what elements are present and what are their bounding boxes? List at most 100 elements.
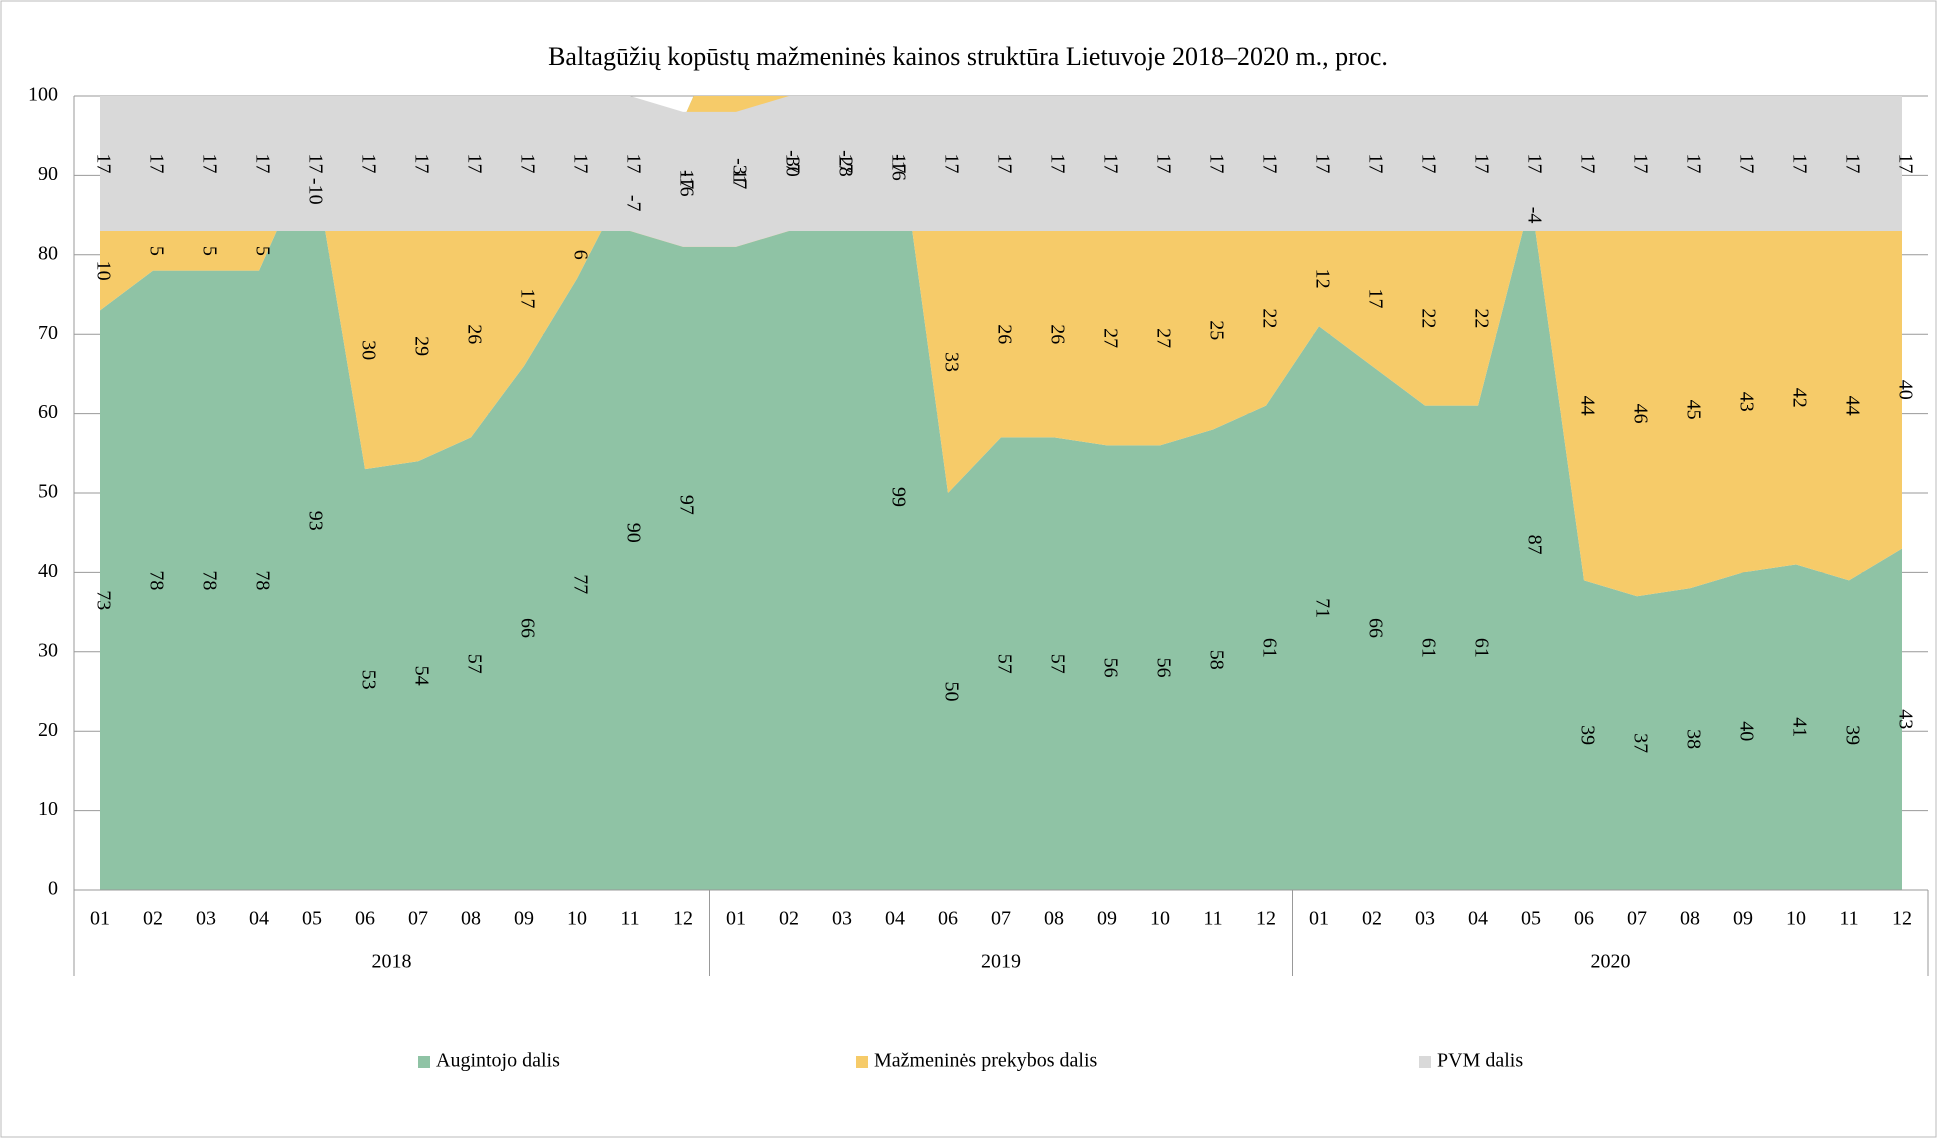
data-label: 99 xyxy=(887,487,909,507)
x-tick-label: 11 xyxy=(620,908,639,930)
data-label: 17 xyxy=(1788,153,1810,173)
data-label: 37 xyxy=(1629,733,1651,753)
data-label: 97 xyxy=(675,495,697,515)
data-label: 26 xyxy=(1046,324,1068,344)
data-label: 17 xyxy=(728,169,750,189)
data-label: 17 xyxy=(1364,288,1386,308)
x-tick-label: 03 xyxy=(1415,908,1435,930)
data-label: 6 xyxy=(569,250,591,260)
x-tick-label: 04 xyxy=(885,908,905,930)
data-label: 22 xyxy=(1470,308,1492,328)
x-tick-label: 03 xyxy=(832,908,852,930)
data-label: 46 xyxy=(1629,404,1651,424)
data-label: 27 xyxy=(1152,328,1174,348)
data-label: 43 xyxy=(1735,392,1757,412)
data-label: 17 xyxy=(1311,153,1333,173)
legend-label: Mažmeninės prekybos dalis xyxy=(874,1050,1097,1072)
data-label: 17 xyxy=(1099,153,1121,173)
data-label: 53 xyxy=(357,670,379,690)
y-tick-label: 10 xyxy=(38,798,58,820)
data-label: 45 xyxy=(1682,400,1704,420)
data-label: 17 xyxy=(940,153,962,173)
data-label: 93 xyxy=(304,511,326,531)
data-label: -30 xyxy=(781,150,803,177)
x-tick-label: 01 xyxy=(726,908,746,930)
x-tick-label: 04 xyxy=(249,908,269,930)
y-tick-label: 50 xyxy=(38,481,58,503)
data-label: 17 xyxy=(463,153,485,173)
data-label: 17 xyxy=(516,288,538,308)
y-tick-label: 70 xyxy=(38,322,58,344)
data-label: 57 xyxy=(1046,654,1068,674)
data-label: 17 xyxy=(1841,153,1863,173)
x-tick-label: 11 xyxy=(1203,908,1222,930)
x-tick-label: 07 xyxy=(1627,908,1647,930)
x-tick-label: 09 xyxy=(1097,908,1117,930)
data-label: 22 xyxy=(1258,308,1280,328)
x-tick-label: 02 xyxy=(1362,908,1382,930)
x-tick-label: 07 xyxy=(991,908,1011,930)
data-label: 17 xyxy=(622,153,644,173)
y-tick-label: 30 xyxy=(38,639,58,661)
data-label: 66 xyxy=(516,618,538,638)
x-tick-label: 01 xyxy=(1309,908,1329,930)
x-tick-label: 09 xyxy=(514,908,534,930)
x-tick-label: 09 xyxy=(1733,908,1753,930)
data-label: 17 xyxy=(1417,153,1439,173)
data-label: 73 xyxy=(92,590,114,610)
data-label: 5 xyxy=(251,246,273,256)
data-label: -16 xyxy=(887,154,909,181)
data-label: 17 xyxy=(1682,153,1704,173)
x-tick-label: 02 xyxy=(143,908,163,930)
data-label: 54 xyxy=(410,666,432,686)
data-label: 29 xyxy=(410,336,432,356)
data-label: -4 xyxy=(1523,207,1545,224)
group-label: 2019 xyxy=(981,951,1021,973)
x-tick-label: 10 xyxy=(1786,908,1806,930)
x-tick-label: 06 xyxy=(355,908,375,930)
data-label: 44 xyxy=(1841,396,1863,416)
data-label: 40 xyxy=(1735,721,1757,741)
data-label: 5 xyxy=(145,246,167,256)
data-label: 26 xyxy=(993,324,1015,344)
data-label: 87 xyxy=(1523,535,1545,555)
data-label: -10 xyxy=(304,178,326,205)
data-label: 39 xyxy=(1841,725,1863,745)
y-tick-label: 100 xyxy=(28,84,58,106)
data-label: 17 xyxy=(993,153,1015,173)
data-label: -28 xyxy=(834,150,856,177)
data-label: 38 xyxy=(1682,729,1704,749)
data-label: 90 xyxy=(622,523,644,543)
data-label: 33 xyxy=(940,352,962,372)
data-label: 12 xyxy=(1311,269,1333,289)
data-label: -16 xyxy=(675,170,697,197)
data-label: 50 xyxy=(940,682,962,702)
y-tick-label: 90 xyxy=(38,163,58,185)
y-tick-label: 60 xyxy=(38,401,58,423)
data-label: 39 xyxy=(1576,725,1598,745)
x-tick-label: 04 xyxy=(1468,908,1488,930)
data-label: 61 xyxy=(1258,638,1280,658)
x-tick-label: 08 xyxy=(1044,908,1064,930)
x-tick-label: 06 xyxy=(938,908,958,930)
area xyxy=(100,96,1902,890)
data-label: 17 xyxy=(251,153,273,173)
x-tick-label: 02 xyxy=(779,908,799,930)
legend-label: Augintojo dalis xyxy=(436,1050,560,1072)
data-label: 25 xyxy=(1205,320,1227,340)
data-label: 17 xyxy=(516,153,538,173)
x-tick-label: 08 xyxy=(461,908,481,930)
chart-title: Baltagūžių kopūstų mažmeninės kainos str… xyxy=(548,42,1388,71)
data-label: 17 xyxy=(781,153,803,173)
x-tick-label: 07 xyxy=(408,908,428,930)
data-label: 17 xyxy=(1576,153,1598,173)
data-label: 17 xyxy=(1205,153,1227,173)
data-label: 17 xyxy=(675,169,697,189)
data-label: 71 xyxy=(1311,598,1333,618)
data-label: 57 xyxy=(993,654,1015,674)
data-label: 17 xyxy=(1364,153,1386,173)
data-label: 41 xyxy=(1788,717,1810,737)
data-label: 17 xyxy=(304,153,326,173)
x-tick-label: 12 xyxy=(673,908,693,930)
data-label: 17 xyxy=(1258,153,1280,173)
